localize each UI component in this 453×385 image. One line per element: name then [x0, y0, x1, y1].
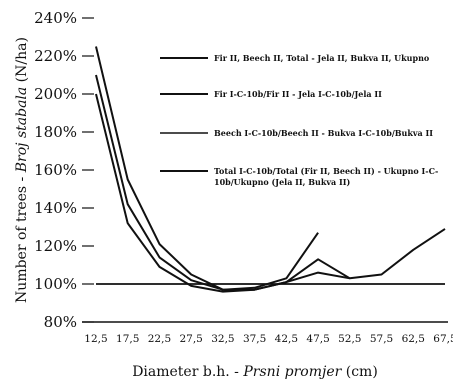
y-axis-title: Number of trees - Broj stabala (N/ha): [14, 37, 30, 303]
y-tick-label: 180%: [34, 123, 77, 141]
y-tick-label: 240%: [34, 9, 77, 27]
x-tick-label: 27,5: [179, 333, 202, 345]
legend-label-1: Fir II, Beech II, Total - Jela II, Bukva…: [214, 53, 430, 63]
x-tick-label: 32,5: [211, 333, 234, 345]
x-tick-label: 52,5: [338, 333, 361, 345]
y-tick-label: 80%: [44, 313, 77, 331]
series-lines: [95, 46, 446, 293]
y-tick-label: 200%: [34, 85, 77, 103]
legend-label-3: Beech I-C-10b/Beech II - Bukva I-C-10b/B…: [214, 128, 433, 138]
legend-label-4: 10b/Ukupno (Jela II, Bukva II): [214, 177, 350, 187]
x-tick-label: 67,5: [433, 333, 453, 345]
x-axis-ticks: 12,5 17,5 22,5 27,5 32,5 37,5 42,5 47,5 52,5 57,5…: [82, 321, 453, 345]
x-tick-label: 62,5: [402, 333, 425, 345]
legend-label-2: Fir I-C-10b/Fir II - Jela I-C-10b/Jela I…: [214, 89, 382, 99]
x-tick-label: 47,5: [306, 333, 329, 345]
x-tick-label: 22,5: [148, 333, 171, 345]
y-tick-label: 120%: [34, 237, 77, 255]
x-axis-title: Diameter b.h. - Prsni promjer (cm): [132, 364, 378, 380]
x-tick-label: 57,5: [370, 333, 393, 345]
x-tick-label: 12,5: [84, 333, 107, 345]
x-tick-label: 37,5: [243, 333, 266, 345]
series-line-4: [95, 93, 350, 293]
legend: Fir II, Beech II, Total - Jela II, Bukva…: [160, 53, 438, 187]
series-line-2: [95, 46, 319, 291]
y-axis-ticks: 80% 100% 120% 140% 160% 180% 200% 220% 240%: [34, 9, 94, 331]
y-tick-label: 160%: [34, 161, 77, 179]
x-tick-label: 42,5: [275, 333, 298, 345]
y-tick-label: 100%: [34, 275, 77, 293]
x-tick-label: 17,5: [116, 333, 139, 345]
y-tick-label: 220%: [34, 47, 77, 65]
legend-label-4: Total I-C-10b/Total (Fir II, Beech II) -…: [214, 166, 438, 176]
y-tick-label: 140%: [34, 199, 77, 217]
